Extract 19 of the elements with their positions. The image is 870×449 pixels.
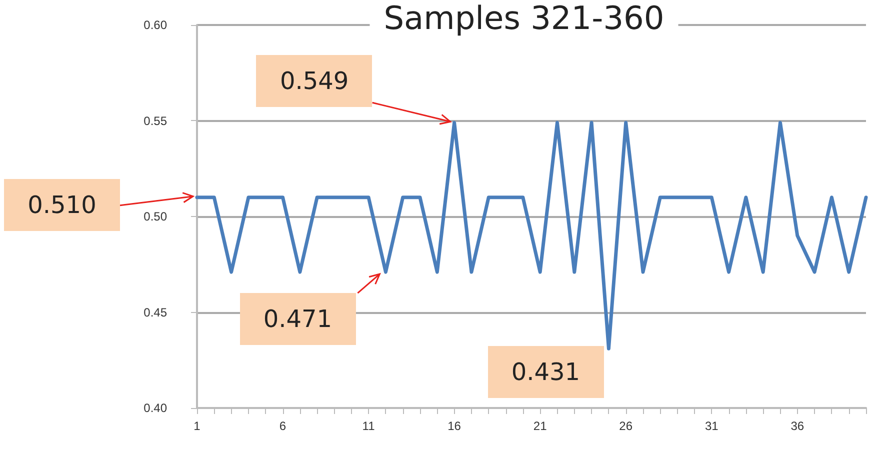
annotation: 0.510 xyxy=(4,179,120,232)
x-tick-label: 31 xyxy=(704,419,719,433)
y-tick-label: 0.60 xyxy=(144,18,168,32)
x-tick-label: 36 xyxy=(790,419,804,433)
y-tick-label: 0.40 xyxy=(144,401,168,415)
y-tick-label: 0.45 xyxy=(144,305,168,320)
line-series xyxy=(195,120,868,350)
y-tick-label: 0.50 xyxy=(144,210,168,224)
y-tick-label: 0.55 xyxy=(144,114,168,128)
x-tick-label: 21 xyxy=(533,419,548,433)
x-tick-label: 1 xyxy=(194,419,201,433)
chart-title: Samples 321-360 xyxy=(384,0,664,37)
x-tick-label: 11 xyxy=(362,419,376,433)
annotation: 0.431 xyxy=(488,346,604,398)
x-tick-label: 16 xyxy=(448,419,462,433)
x-tick-label: 6 xyxy=(279,419,286,433)
x-tick-label: 26 xyxy=(619,419,633,433)
annotation: 0.471 xyxy=(240,293,356,346)
annotation: 0.549 xyxy=(256,54,372,107)
